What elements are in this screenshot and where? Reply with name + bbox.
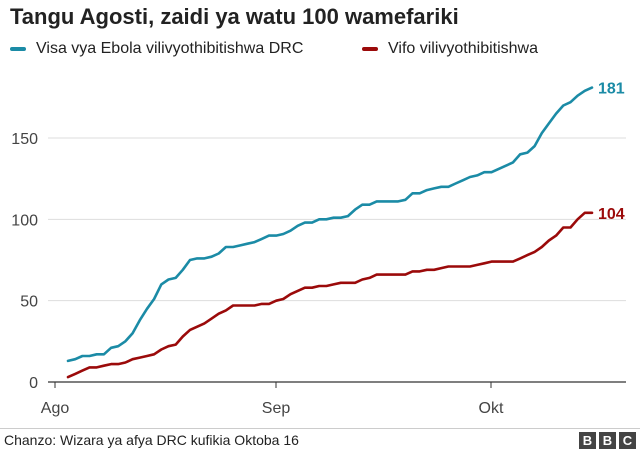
legend-swatch-deaths (362, 47, 378, 51)
bbc-logo-letter: B (599, 432, 616, 449)
series-line-deaths (66, 211, 594, 379)
y-tick-label: 150 (11, 131, 38, 148)
bbc-logo: B B C (579, 432, 636, 449)
x-tick-label: Ago (41, 400, 70, 417)
bbc-logo-letter: C (619, 432, 636, 449)
footer-divider (0, 428, 640, 429)
x-tick-label: Okt (479, 400, 504, 417)
legend: Visa vya Ebola vilivyothibitishwa DRC Vi… (0, 40, 640, 60)
chart-title: Tangu Agosti, zaidi ya watu 100 wamefari… (10, 4, 459, 29)
x-tick-label: Sep (262, 400, 291, 417)
y-tick-label: 50 (20, 294, 38, 311)
line-chart: 0 50 100 150 Ago Sep Okt 181 104 (11, 81, 626, 417)
source-note: Chanzo: Wizara ya afya DRC kufikia Oktob… (4, 432, 299, 448)
y-tick-label: 0 (29, 375, 38, 392)
legend-swatch-cases (10, 47, 26, 51)
legend-item-deaths: Vifo vilivyothibitishwa (362, 40, 538, 58)
end-label-deaths: 104 (598, 206, 625, 223)
legend-label-cases: Visa vya Ebola vilivyothibitishwa DRC (36, 40, 304, 57)
end-label-cases: 181 (598, 81, 625, 98)
bbc-logo-letter: B (579, 432, 596, 449)
legend-item-cases: Visa vya Ebola vilivyothibitishwa DRC (10, 40, 303, 58)
y-tick-label: 100 (11, 212, 38, 229)
series-line-cases (66, 86, 594, 363)
legend-label-deaths: Vifo vilivyothibitishwa (388, 40, 538, 57)
